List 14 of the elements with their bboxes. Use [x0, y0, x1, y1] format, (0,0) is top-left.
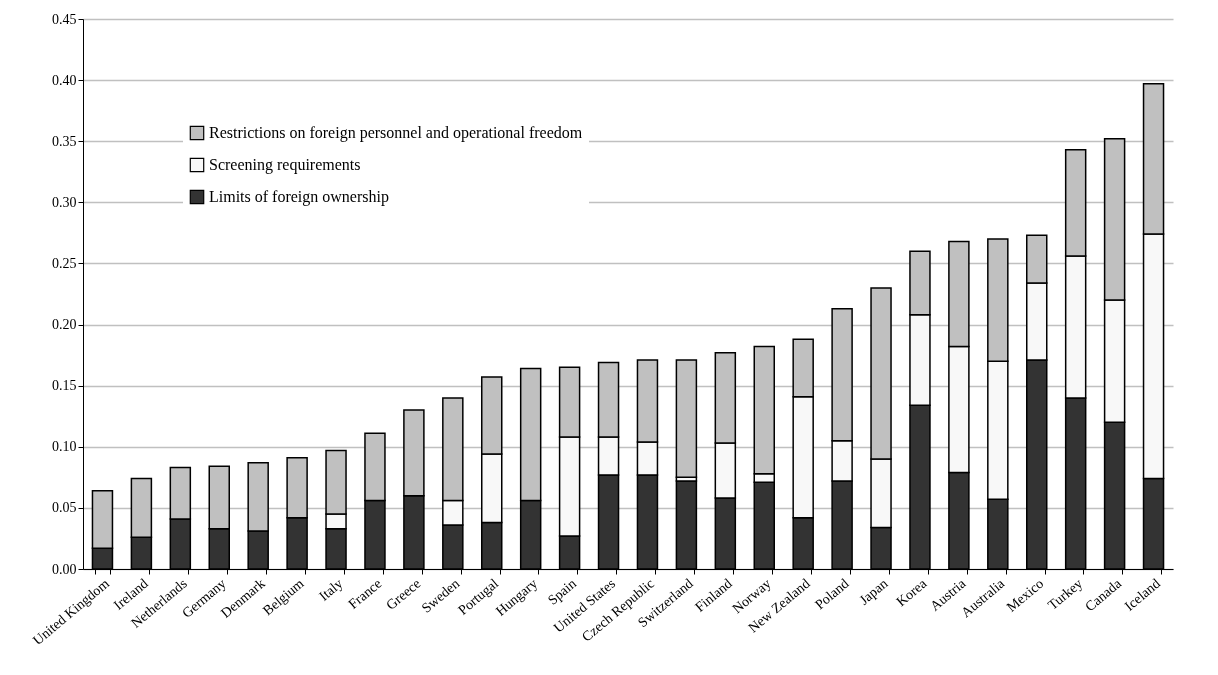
y-tick-label: 0.45: [52, 11, 77, 27]
y-tick-label: 0.15: [52, 378, 77, 394]
legend-label: Screening requirements: [209, 156, 361, 174]
x-tick-label: Italy: [316, 575, 346, 604]
y-tick-label: 0.40: [52, 72, 77, 88]
y-tick-label: 0.35: [52, 133, 77, 149]
y-tick-label: 0.00: [52, 561, 77, 577]
y-tick-label: 0.05: [52, 500, 77, 516]
y-tick-label: 0.20: [52, 317, 77, 333]
y-tick-label: 0.30: [52, 194, 77, 210]
y-tick-label: 0.25: [52, 255, 77, 271]
legend-label: Limits of foreign ownership: [209, 188, 389, 206]
legend-label: Restrictions on foreign personnel and operational freedom: [209, 124, 583, 142]
y-tick-label: 0.10: [52, 439, 77, 455]
